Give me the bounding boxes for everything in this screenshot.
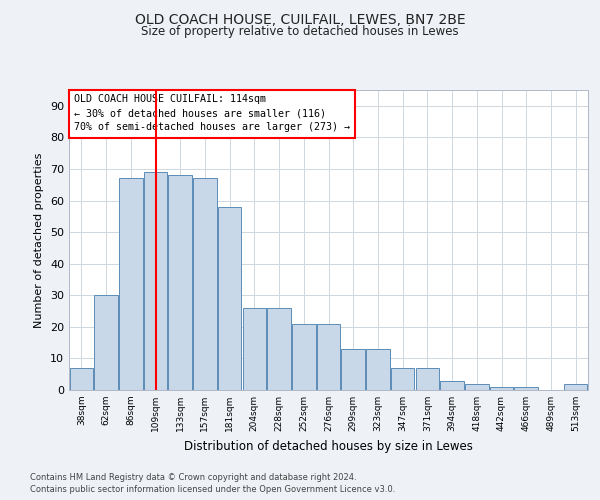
Bar [119,178,143,390]
Bar [144,172,167,390]
Bar [268,308,291,390]
Bar [391,368,415,390]
Text: Contains HM Land Registry data © Crown copyright and database right 2024.: Contains HM Land Registry data © Crown c… [30,472,356,482]
Text: OLD COACH HOUSE CUILFAIL: 114sqm
← 30% of detached houses are smaller (116)
70% : OLD COACH HOUSE CUILFAIL: 114sqm ← 30% o… [74,94,350,132]
Text: Contains public sector information licensed under the Open Government Licence v3: Contains public sector information licen… [30,485,395,494]
Bar [465,384,488,390]
Bar [416,368,439,390]
X-axis label: Distribution of detached houses by size in Lewes: Distribution of detached houses by size … [184,440,473,452]
Text: Size of property relative to detached houses in Lewes: Size of property relative to detached ho… [141,25,459,38]
Bar [242,308,266,390]
Bar [218,207,241,390]
Bar [440,380,464,390]
Bar [292,324,316,390]
Bar [317,324,340,390]
Bar [193,178,217,390]
Bar [94,296,118,390]
Bar [514,387,538,390]
Bar [70,368,93,390]
Text: OLD COACH HOUSE, CUILFAIL, LEWES, BN7 2BE: OLD COACH HOUSE, CUILFAIL, LEWES, BN7 2B… [134,12,466,26]
Bar [341,349,365,390]
Bar [169,176,192,390]
Bar [564,384,587,390]
Bar [366,349,389,390]
Bar [490,387,513,390]
Y-axis label: Number of detached properties: Number of detached properties [34,152,44,328]
